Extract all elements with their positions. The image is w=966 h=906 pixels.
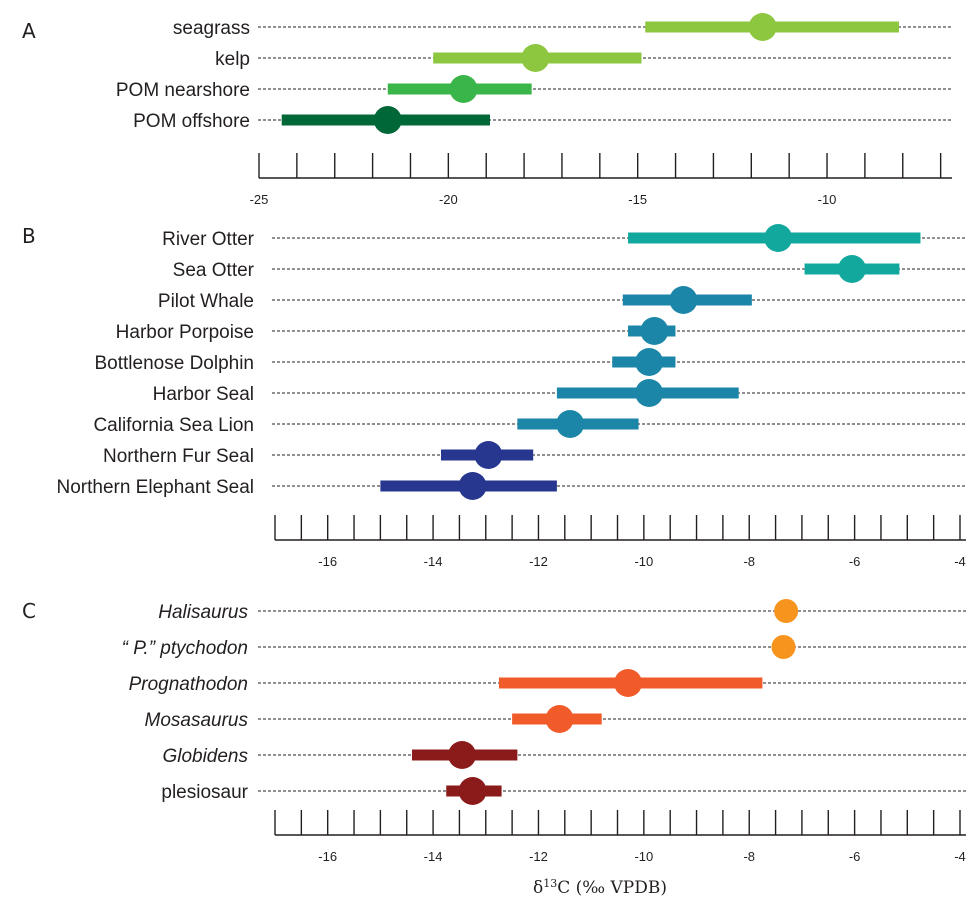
mean-point-pom-nearshore (449, 75, 478, 103)
mean-point-pom-offshore (373, 106, 402, 134)
mean-point-pilot-whale (669, 286, 698, 314)
tick-label-b: -8 (743, 554, 755, 569)
category-label-kelp: kelp (215, 49, 250, 70)
category-label-river-otter: River Otter (162, 229, 255, 250)
category-label-pom-offshore: POM offshore (133, 111, 250, 132)
mean-point-harbor-porpoise (640, 317, 669, 345)
category-label-sea-otter: Sea Otter (173, 260, 255, 281)
tick-label-c: -4 (954, 849, 966, 864)
panel-b: River Otter Sea Otter Pilot Whale Harbor Po… (56, 224, 966, 569)
category-label-harbor-porpoise: Harbor Porpoise (116, 322, 254, 343)
x-axis-title: δ13C (‰ VPDB) (533, 877, 667, 898)
category-label-pom-nearshore: POM nearshore (116, 80, 250, 101)
category-label-pilot-whale: Pilot Whale (158, 291, 254, 312)
tick-label-c: -16 (318, 849, 337, 864)
mean-point-sea-otter (837, 255, 866, 283)
tick-label-c: -10 (634, 849, 653, 864)
x-axis-title-rest: C (‰ VPDB) (557, 878, 667, 898)
panel-label-c: C (22, 599, 36, 623)
tick-label-c: -6 (849, 849, 861, 864)
tick-label-a: -20 (439, 192, 458, 207)
tick-label-a: -25 (250, 192, 269, 207)
tick-label-b: -10 (634, 554, 653, 569)
category-label-northern-fur-seal: Northern Fur Seal (103, 446, 254, 467)
mean-point-northern-elephant-seal (458, 472, 487, 500)
mean-point-northern-fur-seal (474, 441, 503, 469)
tick-label-c: -14 (424, 849, 443, 864)
panel-a: seagrass kelp POM nearshore POM offshore -25… (116, 13, 952, 207)
mean-point-kelp (521, 44, 550, 72)
mean-point-seagrass (748, 13, 777, 41)
category-label-globidens: Globidens (162, 746, 248, 767)
mean-point-bottlenose-dolphin (635, 348, 664, 376)
tick-label-b: -12 (529, 554, 548, 569)
mean-point-p-ptychodon (771, 635, 796, 659)
panel-label-a: A (22, 19, 36, 43)
tick-label-a: -10 (818, 192, 837, 207)
mean-point-harbor-seal (635, 379, 664, 407)
tick-label-c: -12 (529, 849, 548, 864)
mean-point-plesiosaur (458, 777, 487, 805)
tick-label-b: -6 (849, 554, 861, 569)
panel-c: Halisaurus “ P.” ptychodon Prognathodon Mos… (122, 599, 966, 864)
category-label-northern-elephant-seal: Northern Elephant Seal (56, 477, 254, 498)
category-label-harbor-seal: Harbor Seal (153, 384, 254, 405)
category-label-halisaurus: Halisaurus (158, 602, 248, 623)
tick-label-c: -8 (743, 849, 755, 864)
mean-point-halisaurus (774, 599, 799, 623)
mean-point-prognathodon (614, 669, 643, 697)
x-axis-title-delta: δ (533, 878, 543, 898)
category-label-bottlenose-dolphin: Bottlenose Dolphin (95, 353, 255, 374)
mean-point-mosasaurus (545, 705, 574, 733)
category-label-plesiosaur: plesiosaur (161, 782, 248, 803)
panel-label-b: B (22, 224, 36, 248)
category-label-seagrass: seagrass (173, 18, 250, 39)
tick-label-b: -16 (318, 554, 337, 569)
mean-point-california-sea-lion (556, 410, 585, 438)
panels-group: seagrass kelp POM nearshore POM offshore -25… (56, 13, 966, 864)
category-label-mosasaurus: Mosasaurus (145, 710, 249, 731)
category-label-p-ptychodon: “ P.” ptychodon (122, 638, 248, 659)
tick-label-b: -14 (424, 554, 443, 569)
tick-label-b: -4 (954, 554, 966, 569)
category-label-california-sea-lion: California Sea Lion (93, 415, 254, 436)
x-axis-title-superscript: 13 (543, 877, 557, 890)
category-label-prognathodon: Prognathodon (129, 674, 248, 695)
mean-point-globidens (448, 741, 477, 769)
tick-label-a: -15 (628, 192, 647, 207)
mean-point-river-otter (764, 224, 793, 252)
